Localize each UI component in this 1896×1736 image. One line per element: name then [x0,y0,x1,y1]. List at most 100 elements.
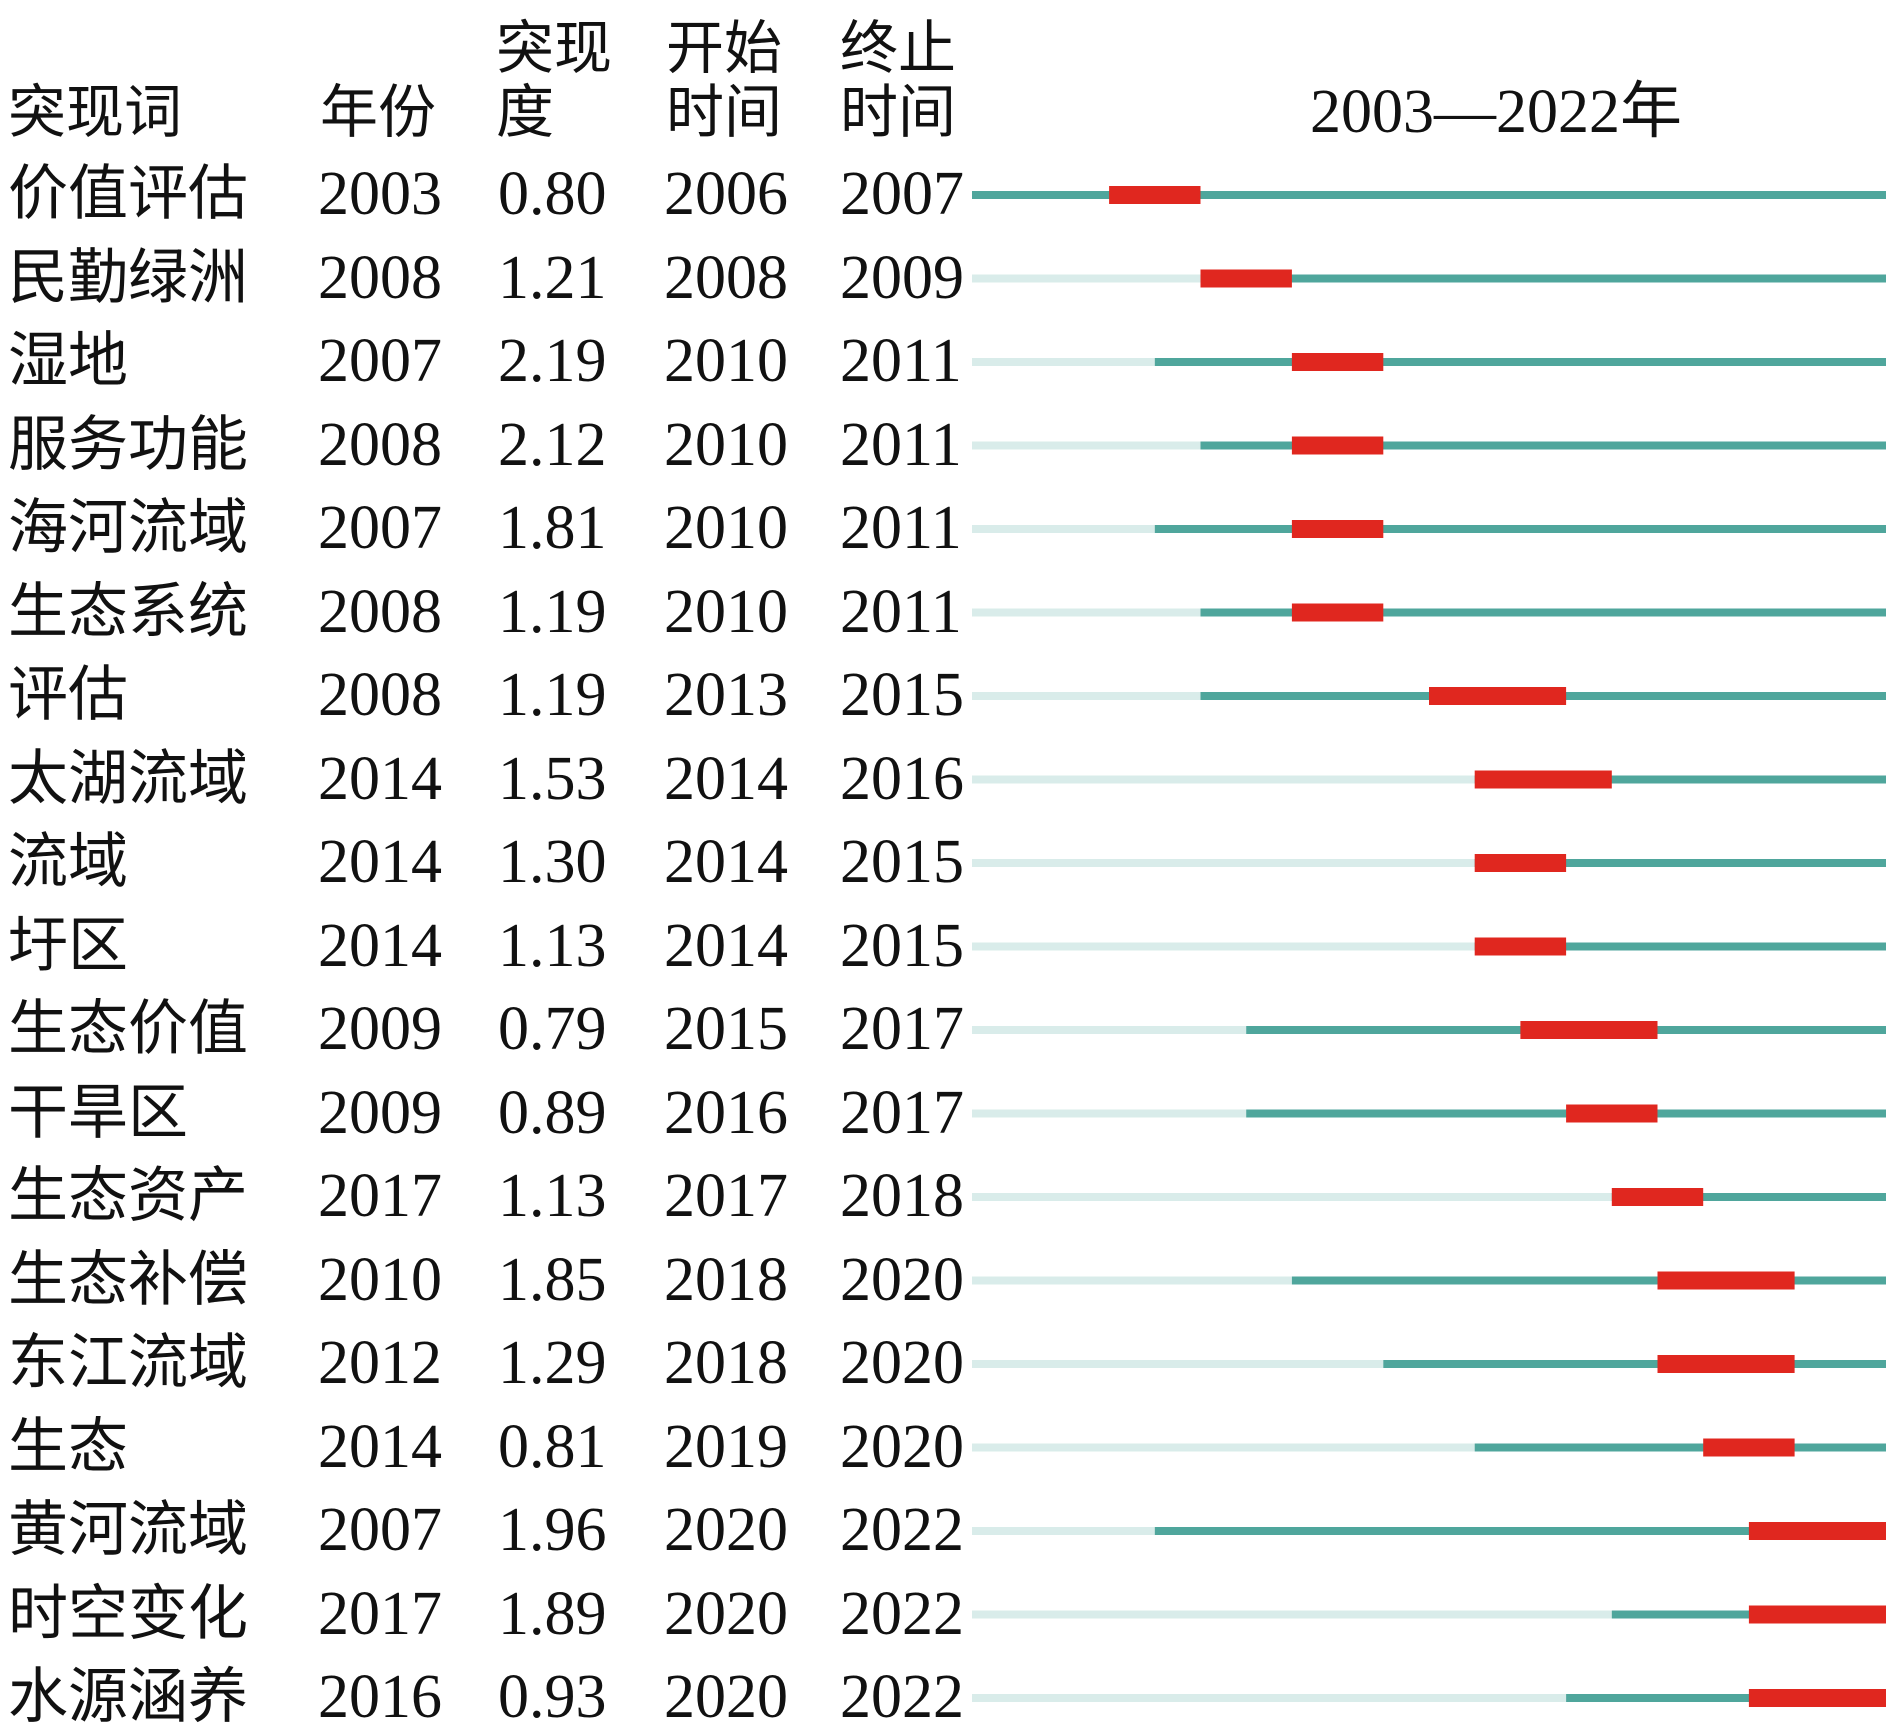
cell-end: 2016 [840,744,964,813]
timeline-baseline [972,358,1155,366]
timeline-active-span [1291,1276,1886,1285]
cell-strength: 0.93 [498,1663,607,1731]
timeline-active-span [1154,358,1886,366]
cell-strength: 1.96 [498,1496,607,1564]
cell-keyword: 生态资产 [8,1161,248,1231]
cell-strength: 1.19 [498,577,607,646]
cell-strength: 1.21 [498,243,607,312]
timeline-baseline [972,692,1201,700]
cell-end: 2009 [840,243,964,312]
cell-keyword: 民勤绿洲 [8,242,248,313]
cell-strength: 0.81 [498,1412,607,1481]
cell-year: 2007 [318,1496,442,1564]
timeline-active-span [1200,441,1886,450]
timeline-active-span [1474,859,1886,867]
header-keyword: 突现词 [8,78,183,146]
cell-begin: 2006 [664,160,788,228]
timeline-burst-bar [1291,603,1384,622]
cell-keyword: 干旱区 [8,1077,188,1148]
cell-begin: 2017 [664,1162,788,1230]
cell-strength: 1.13 [498,1162,607,1230]
cell-end: 2022 [840,1579,964,1648]
timeline-burst-bar [1474,770,1612,789]
cell-year: 2009 [318,995,442,1063]
cell-strength: 1.85 [498,1245,607,1314]
cell-end: 2017 [840,1078,964,1147]
cell-begin: 2020 [664,1579,788,1648]
cell-end: 2011 [840,410,962,479]
timeline-baseline [972,1109,1247,1118]
cell-end: 2011 [840,577,962,646]
cell-begin: 2018 [664,1245,788,1314]
timeline-active-span [1200,274,1886,283]
timeline-burst-bar [1703,1438,1795,1457]
timeline-baseline [972,441,1201,450]
cell-strength: 1.13 [498,911,607,980]
timeline-active-span [1383,1360,1886,1368]
cell-begin: 2010 [664,327,788,395]
cell-strength: 2.19 [498,327,607,395]
cell-keyword: 价值评估 [8,159,248,229]
cell-keyword: 东江流域 [8,1328,248,1398]
timeline-baseline [972,274,1201,283]
cell-begin: 2018 [664,1329,788,1397]
cell-year: 2009 [318,1078,442,1147]
timeline-baseline [972,1193,1612,1201]
timeline-active-span [1566,1694,1886,1702]
cell-year: 2008 [318,410,442,479]
header-strength: 突现度 [496,14,613,146]
cell-end: 2011 [840,494,962,562]
timeline-burst-bar [1566,1104,1658,1123]
cell-keyword: 生态价值 [8,994,248,1064]
cell-strength: 1.30 [498,828,607,896]
timeline-baseline [972,859,1475,867]
timeline-baseline [972,775,1475,784]
cell-keyword: 流域 [8,827,128,897]
timeline-burst-bar [1474,937,1567,956]
cell-begin: 2015 [664,995,788,1063]
cell-begin: 2013 [664,661,788,729]
cell-begin: 2014 [664,911,788,980]
cell-strength: 1.81 [498,494,607,562]
cell-begin: 2020 [664,1496,788,1564]
timeline-active-span [1154,525,1886,533]
timeline-burst-bar [1520,1021,1658,1039]
cell-keyword: 水源涵养 [8,1662,248,1732]
cell-year: 2014 [318,744,442,813]
cell-year: 2017 [318,1579,442,1648]
cell-keyword: 湿地 [8,326,128,396]
cell-end: 2011 [840,327,962,395]
header-end: 终止时间 [840,14,957,146]
cell-end: 2015 [840,661,964,729]
cell-strength: 1.29 [498,1329,607,1397]
cell-year: 2003 [318,160,442,228]
timeline-burst-bar [1748,1689,1886,1707]
cell-begin: 2020 [664,1663,788,1731]
cell-keyword: 圩区 [8,910,128,981]
header-begin: 开始时间 [666,14,783,146]
timeline-burst-bar [1748,1605,1886,1624]
cell-begin: 2010 [664,494,788,562]
cell-strength: 1.53 [498,744,607,813]
cell-year: 2008 [318,243,442,312]
timeline-active-span [1474,775,1886,784]
timeline-active-span [972,191,1886,199]
cell-end: 2022 [840,1663,964,1731]
cell-end: 2022 [840,1496,964,1564]
header-timeline: 2003—2022年 [1310,78,1683,146]
timeline-burst-bar [1429,687,1567,705]
cell-begin: 2008 [664,243,788,312]
timeline-baseline [972,1443,1475,1452]
timeline-baseline [972,942,1475,951]
timeline-baseline [972,1610,1612,1619]
cell-begin: 2014 [664,744,788,813]
cell-keyword: 生态 [8,1411,128,1482]
cell-end: 2020 [840,1412,964,1481]
cell-keyword: 服务功能 [8,409,248,480]
timeline-baseline [972,525,1155,533]
cell-keyword: 黄河流域 [8,1495,248,1565]
timeline-burst-bar [1657,1355,1795,1373]
cell-end: 2017 [840,995,964,1063]
timeline-burst-bar [1200,269,1292,288]
